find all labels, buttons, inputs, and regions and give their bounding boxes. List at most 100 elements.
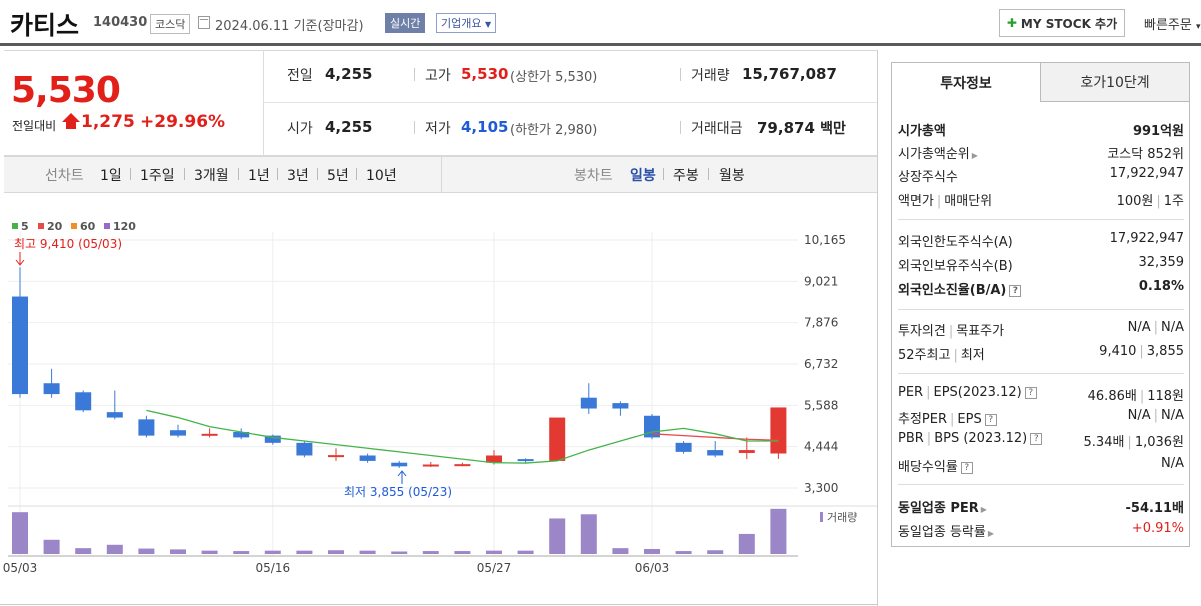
chevron-right-icon[interactable]: ▶ xyxy=(971,151,978,160)
candle-body xyxy=(580,397,597,409)
info-value: 991억원 xyxy=(1132,124,1184,139)
candle-body xyxy=(486,455,502,463)
chevron-down-icon: ▾ xyxy=(1195,22,1201,32)
candle-body xyxy=(264,435,281,443)
tab-10year[interactable]: 10년 xyxy=(366,168,397,184)
volume-bar xyxy=(454,551,471,554)
high-annotation: 최고 9,410 (05/03) xyxy=(14,237,122,251)
info-row: 투자의견 | 목표주가 N/A | N/A xyxy=(898,320,1184,339)
volume-bar xyxy=(707,550,724,554)
tab-orderbook[interactable]: 호가10단계 xyxy=(1040,62,1190,102)
volume-bar xyxy=(422,551,439,554)
candle-body xyxy=(675,442,692,452)
candle-body xyxy=(296,442,313,456)
help-icon[interactable]: ? xyxy=(1030,433,1043,445)
quick-order-button[interactable]: 빠른주문 ▾ xyxy=(1144,18,1201,33)
y-tick-label: 5,588 xyxy=(804,398,838,412)
section-divider xyxy=(898,484,1184,485)
tab-3year[interactable]: 3년 xyxy=(287,168,309,184)
candle-body xyxy=(43,383,60,395)
stock-name: 카티스 xyxy=(10,11,80,40)
y-tick-label: 6,732 xyxy=(804,357,838,371)
separator xyxy=(680,121,681,134)
info-label: PER xyxy=(898,385,924,400)
info-label: 동일업종 PER xyxy=(898,501,979,516)
candle-body xyxy=(328,455,344,458)
separator xyxy=(356,168,357,180)
x-tick-label: 05/27 xyxy=(477,561,512,575)
volume-legend-swatch xyxy=(820,512,823,522)
separator xyxy=(663,168,664,180)
market-badge: 코스닥 xyxy=(150,14,191,34)
volume-value: 15,767,087 xyxy=(742,65,837,83)
calendar-icon xyxy=(198,16,210,29)
tab-1week[interactable]: 1주일 xyxy=(140,168,175,184)
volume-bar xyxy=(549,518,566,554)
add-mystock-button[interactable]: ✚ MY STOCK 추가 xyxy=(999,9,1125,37)
volume-bar xyxy=(43,539,60,554)
volume-label: 거래량 xyxy=(827,511,857,524)
tab-daily[interactable]: 일봉 xyxy=(630,168,656,184)
chevron-right-icon[interactable]: ▶ xyxy=(987,529,995,538)
upper-limit: (상한가 5,530) xyxy=(510,70,598,85)
volume-bar xyxy=(296,550,313,554)
volume-bar xyxy=(106,544,123,554)
candle-body xyxy=(549,417,566,461)
tab-invest-info[interactable]: 투자정보 xyxy=(891,62,1041,102)
info-label: 액면가 xyxy=(898,194,934,209)
info-label: PBR xyxy=(898,431,924,446)
prev-day-label: 전일대비 xyxy=(12,119,57,133)
candlestick-chart[interactable]: 5 20 60 120 10,165 9,021 7,876 6,732 5,588 4,444 3… xyxy=(0,210,877,602)
info-label: 최저 xyxy=(960,348,985,363)
info-row: 상장주식수 17,922,947 xyxy=(898,166,1184,186)
info-value: 32,359 xyxy=(1138,255,1185,270)
info-label: 추정PER xyxy=(898,412,948,427)
tab-monthly[interactable]: 월봉 xyxy=(719,168,745,184)
info-value: N/A xyxy=(1127,320,1151,335)
legend-label: 120 xyxy=(113,220,136,233)
tab-1year[interactable]: 1년 xyxy=(248,168,270,184)
info-row: 외국인소진율(B/A)? 0.18% xyxy=(898,279,1184,299)
info-value: 1주 xyxy=(1163,194,1184,209)
info-label: 52주최고 xyxy=(898,348,951,363)
candle-body xyxy=(454,464,471,467)
candle-body xyxy=(12,296,28,395)
section-divider xyxy=(898,219,1184,220)
help-icon[interactable]: ? xyxy=(1024,387,1037,399)
realtime-button[interactable]: 실시간 xyxy=(385,13,426,33)
volume-bar xyxy=(391,551,408,554)
separator xyxy=(680,68,681,81)
company-info-dropdown[interactable]: 기업개요 ▼ xyxy=(436,13,497,33)
tab-1day[interactable]: 1일 xyxy=(100,168,122,184)
high-value: 5,530 xyxy=(461,65,509,83)
x-tick-label: 05/03 xyxy=(3,561,38,575)
volume-bar xyxy=(201,550,218,554)
volume-bar xyxy=(170,549,186,554)
candle-body xyxy=(233,432,250,438)
candle-chart-label: 봉차트 xyxy=(574,168,613,184)
info-row: 동일업종 PER ▶ -54.11배 xyxy=(898,497,1184,517)
tab-3month[interactable]: 3개월 xyxy=(194,168,229,184)
separator xyxy=(317,168,318,180)
info-row: PBR | BPS (2023.12)? 5.34배 | 1,036원 xyxy=(898,431,1184,450)
info-label: 시가총액 xyxy=(898,124,946,139)
tab-weekly[interactable]: 주봉 xyxy=(673,168,699,184)
tab-5year[interactable]: 5년 xyxy=(327,168,349,184)
help-icon[interactable]: ? xyxy=(984,414,997,426)
date-basis: 2024.06.11 기준(장마감) xyxy=(215,19,364,34)
separator xyxy=(130,168,131,180)
separator xyxy=(277,168,278,180)
help-icon[interactable]: ? xyxy=(960,462,973,474)
info-value: 100원 xyxy=(1116,194,1154,209)
y-tick-label: 9,021 xyxy=(804,274,838,288)
legend-label: 60 xyxy=(80,220,96,233)
separator xyxy=(708,168,709,180)
info-label: 매매단위 xyxy=(944,194,993,209)
info-value: 3,855 xyxy=(1146,344,1184,359)
volume-bar xyxy=(644,548,660,554)
volume-bar xyxy=(612,548,629,554)
help-icon[interactable]: ? xyxy=(1009,285,1022,297)
amount-value: 79,874 백만 xyxy=(757,119,846,137)
volume-bar xyxy=(486,550,502,554)
chevron-right-icon[interactable]: ▶ xyxy=(980,505,987,514)
